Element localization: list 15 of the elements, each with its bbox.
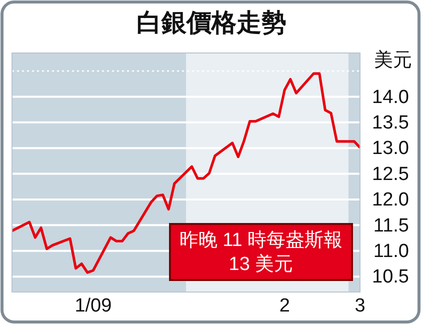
y-tick-label: 11.5 — [373, 215, 409, 236]
chart-title: 白銀價格走勢 — [136, 9, 286, 37]
x-tick-label: 2 — [279, 295, 290, 316]
y-tick-label: 11.0 — [373, 240, 409, 262]
annotation: 昨晚 11 時每盎斯報 13 美元 — [179, 230, 343, 275]
y-tick-label: 14.0 — [372, 86, 409, 108]
y-tick-label: 13.5 — [372, 112, 409, 134]
y-axis-title: 美元 — [374, 49, 412, 71]
y-tick-label: 12.5 — [372, 164, 409, 185]
y-tick-label: 12.0 — [372, 190, 409, 211]
x-tick-label: 1/09 — [74, 295, 112, 316]
x-tick-label: 3 — [354, 295, 366, 316]
y-tick-label: 13.0 — [372, 138, 409, 160]
line-series — [10, 72, 362, 274]
y-tick-label: 10.5 — [372, 266, 409, 288]
